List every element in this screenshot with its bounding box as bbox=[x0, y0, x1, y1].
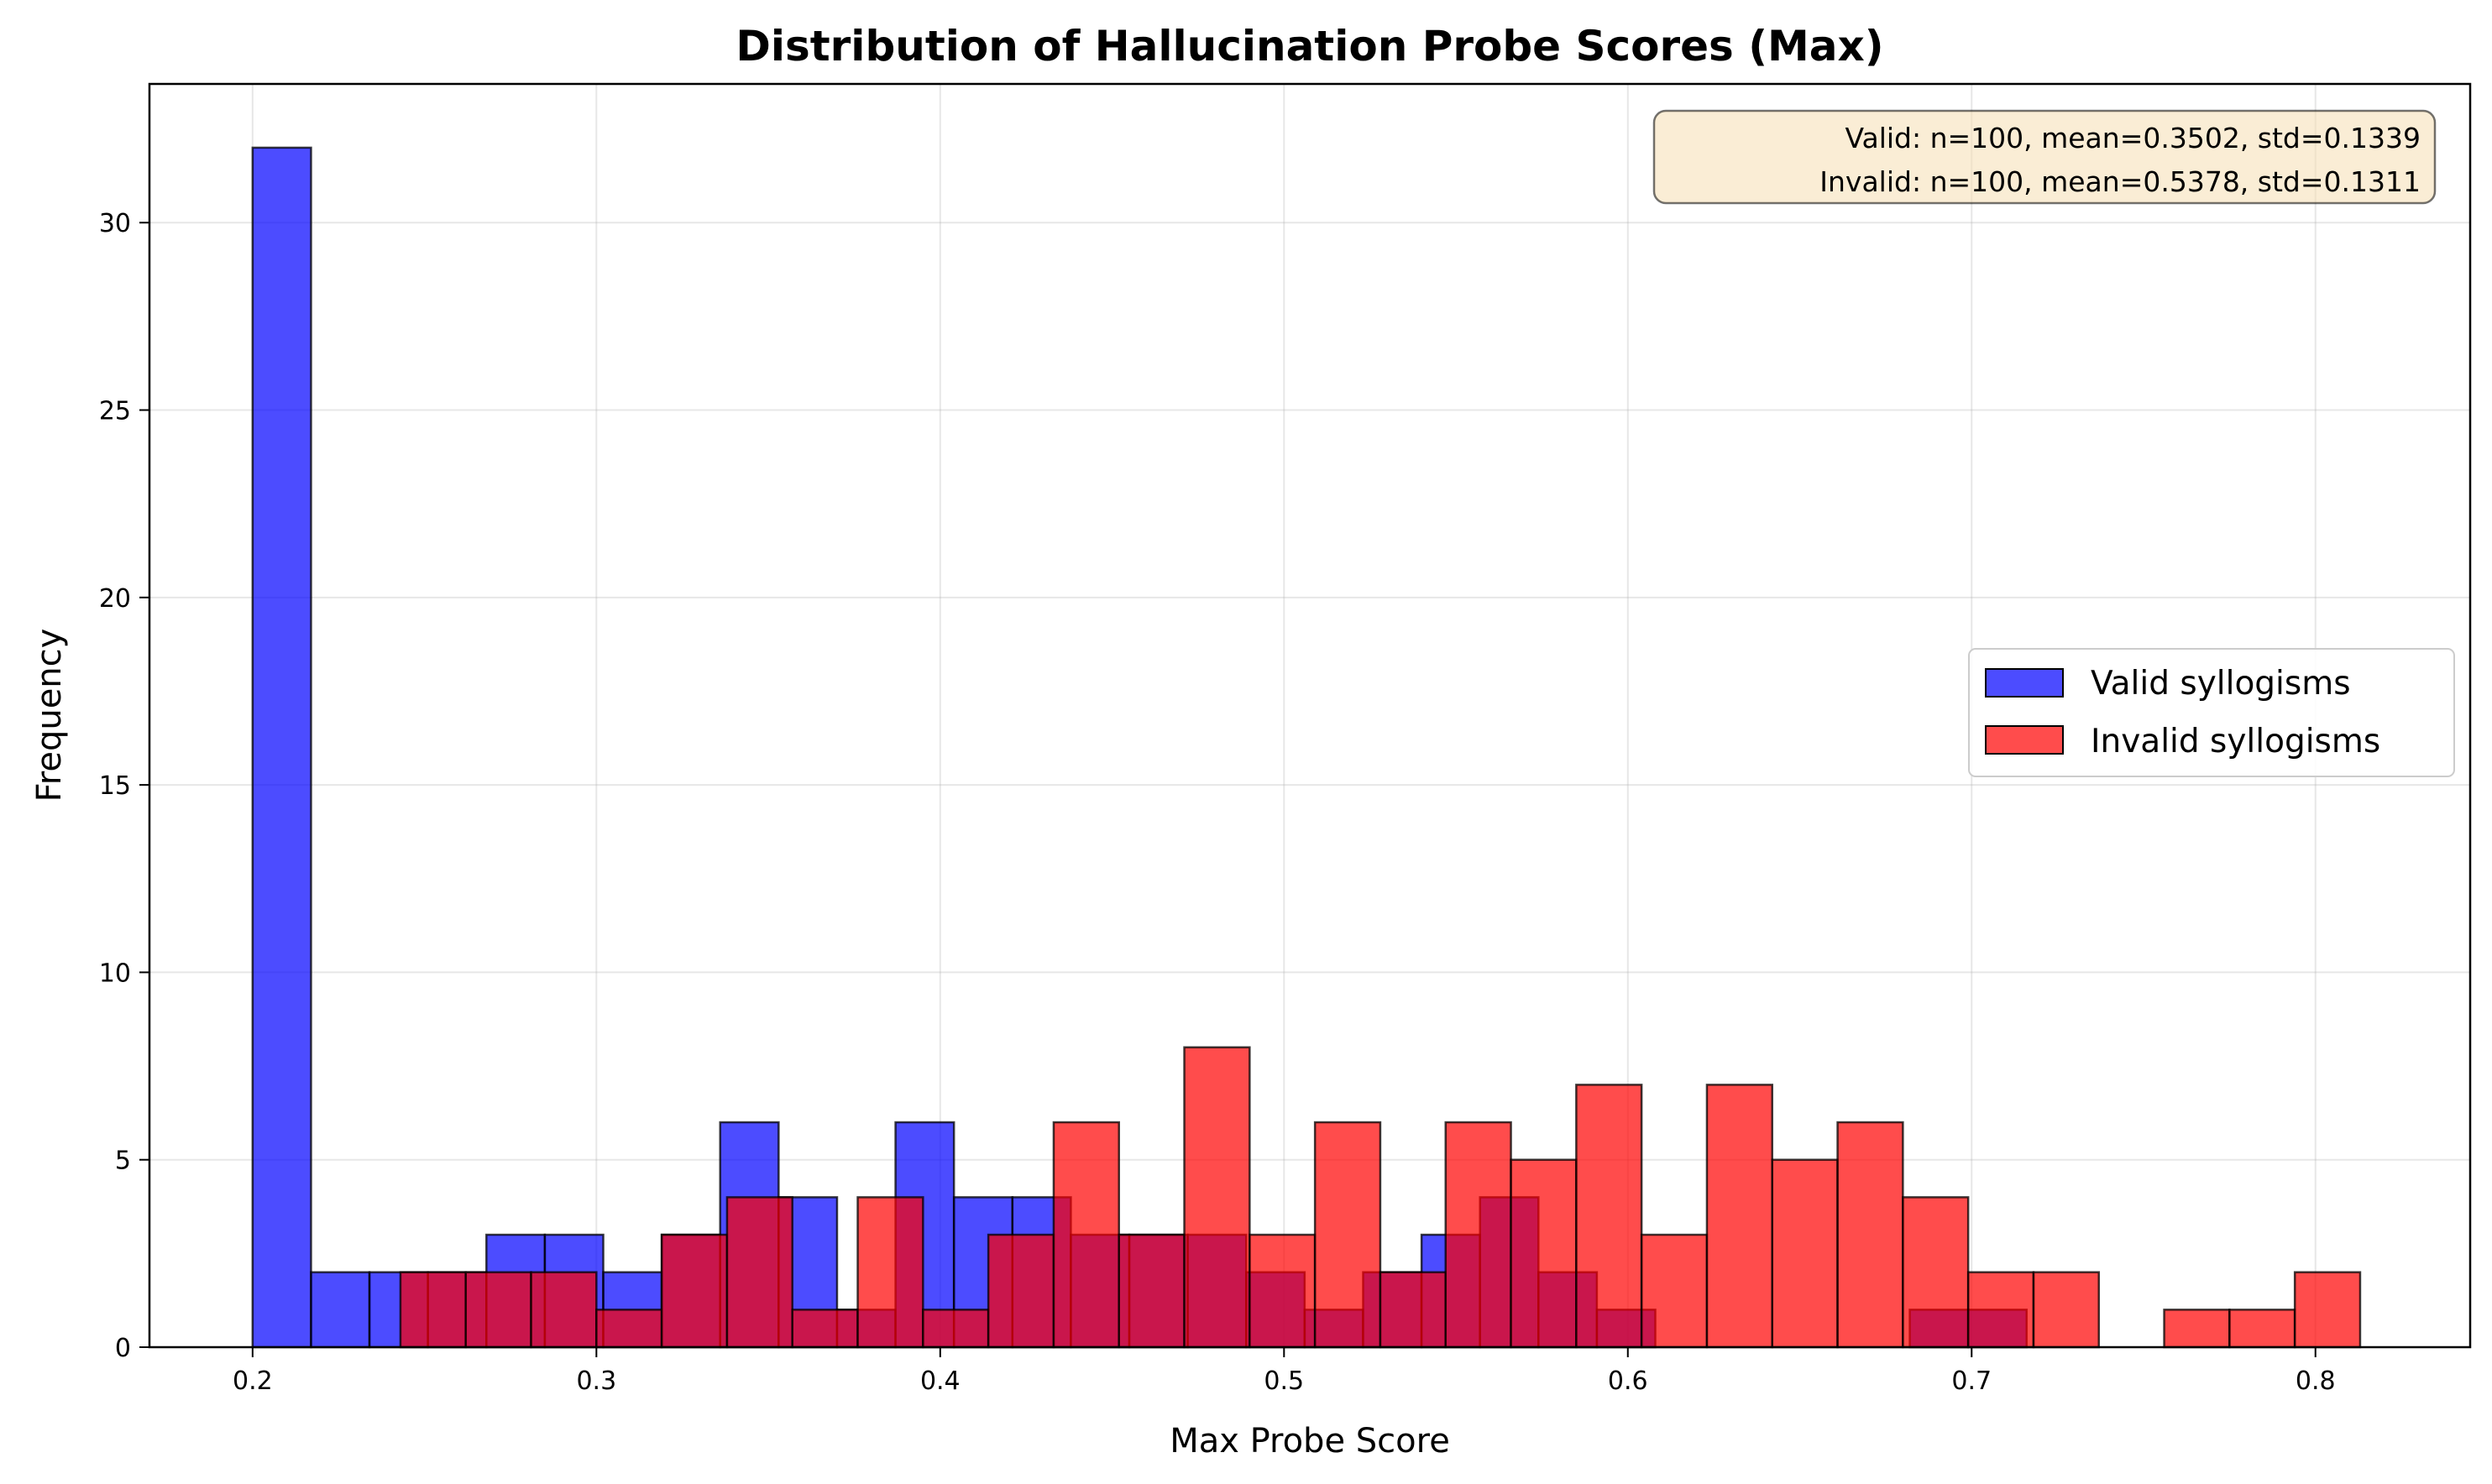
legend: Valid syllogisms Invalid syllogisms bbox=[1968, 648, 2455, 777]
legend-swatch-invalid bbox=[1985, 725, 2064, 755]
x-tick-label: 0.5 bbox=[1264, 1366, 1304, 1396]
invalid-bar bbox=[2032, 1271, 2101, 1349]
legend-label-valid: Valid syllogisms bbox=[2091, 665, 2351, 703]
x-axis-ticks: 0.2 0.3 0.4 0.5 0.6 0.7 0.8 bbox=[233, 1347, 2336, 1396]
legend-swatch-valid bbox=[1985, 668, 2064, 698]
invalid-bar bbox=[987, 1233, 1055, 1349]
invalid-bar bbox=[1836, 1121, 1904, 1349]
invalid-bar bbox=[1444, 1121, 1512, 1349]
invalid-bar bbox=[2228, 1309, 2296, 1349]
invalid-bar bbox=[1118, 1233, 1186, 1349]
x-tick-label: 0.6 bbox=[1608, 1366, 1648, 1396]
invalid-bar bbox=[1379, 1271, 1447, 1349]
x-tick-label: 0.4 bbox=[920, 1366, 961, 1396]
y-tick-label: 10 bbox=[99, 959, 131, 988]
y-tick-label: 0 bbox=[115, 1334, 131, 1363]
y-tick-label: 5 bbox=[115, 1147, 131, 1176]
stats-valid-line: Valid: n=100, mean=0.3502, std=0.1339 bbox=[1845, 122, 2421, 154]
invalid-bar bbox=[660, 1233, 729, 1349]
invalid-bar bbox=[1510, 1158, 1578, 1349]
invalid-bar bbox=[1705, 1084, 1774, 1349]
stats-box-background bbox=[1652, 109, 2437, 205]
invalid-series-bars bbox=[399, 1046, 2362, 1349]
y-tick-label: 30 bbox=[99, 209, 131, 238]
invalid-bar bbox=[1640, 1233, 1709, 1349]
x-tick-label: 0.2 bbox=[233, 1366, 273, 1396]
stats-annotation-box: Valid: n=100, mean=0.3502, std=0.1339 In… bbox=[1652, 109, 2437, 205]
y-axis-label: Frequency bbox=[30, 629, 69, 802]
x-tick-label: 0.3 bbox=[576, 1366, 616, 1396]
invalid-bar bbox=[595, 1309, 663, 1349]
invalid-bar bbox=[725, 1196, 793, 1349]
invalid-bar bbox=[1902, 1196, 1970, 1349]
legend-frame bbox=[1968, 648, 2455, 777]
y-axis-ticks: 0 5 10 15 20 25 30 bbox=[99, 209, 149, 1363]
invalid-bar bbox=[1575, 1084, 1643, 1349]
invalid-bar bbox=[1249, 1233, 1317, 1349]
x-tick-label: 0.7 bbox=[1951, 1366, 1992, 1396]
invalid-bar bbox=[1052, 1121, 1120, 1349]
legend-label-invalid: Invalid syllogisms bbox=[2091, 723, 2380, 760]
invalid-bar bbox=[2163, 1309, 2231, 1349]
invalid-bar bbox=[1183, 1046, 1251, 1349]
x-tick-label: 0.8 bbox=[2296, 1366, 2336, 1396]
chart-title: Distribution of Hallucination Probe Scor… bbox=[736, 22, 1883, 71]
plot-frame bbox=[148, 82, 2472, 1349]
invalid-bar bbox=[1771, 1158, 1839, 1349]
y-tick-label: 15 bbox=[99, 771, 131, 801]
invalid-bar bbox=[464, 1271, 532, 1349]
stats-invalid-line: Invalid: n=100, mean=0.5378, std=0.1311 bbox=[1819, 165, 2421, 198]
invalid-bar bbox=[856, 1196, 924, 1349]
invalid-bar bbox=[1966, 1271, 2035, 1349]
invalid-bar bbox=[2293, 1271, 2362, 1349]
invalid-bar bbox=[399, 1271, 467, 1349]
x-axis-label: Max Probe Score bbox=[1170, 1422, 1450, 1460]
invalid-bar bbox=[922, 1309, 990, 1349]
invalid-bar bbox=[791, 1309, 859, 1349]
valid-bar bbox=[310, 1271, 371, 1349]
invalid-bar bbox=[1313, 1121, 1382, 1349]
invalid-bar bbox=[530, 1271, 598, 1349]
valid-bar bbox=[251, 146, 312, 1349]
y-tick-label: 25 bbox=[99, 397, 131, 426]
y-tick-label: 20 bbox=[99, 584, 131, 614]
